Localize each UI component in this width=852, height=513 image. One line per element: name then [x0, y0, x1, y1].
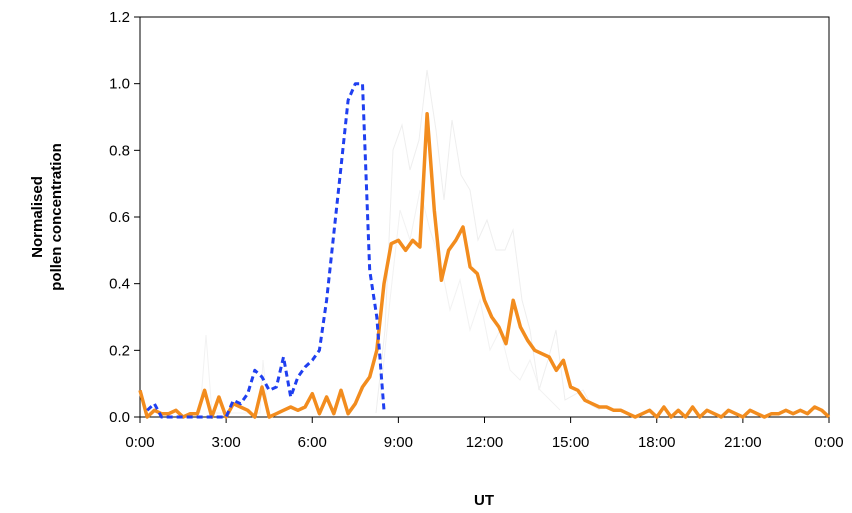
x-tick-label: 12:00 — [466, 434, 504, 451]
x-tick-label: 6:00 — [298, 434, 327, 451]
plot-area — [139, 16, 830, 418]
y-axis-label-line2: pollen concentration — [48, 143, 65, 291]
axes: 0.0 0.2 0.4 0.6 0.8 1.0 1.2 0:00 3:00 6:00 9:00 12:… — [109, 9, 843, 451]
x-tick-label: 0:00 — [814, 434, 843, 451]
y-tick-label: 1.0 — [109, 76, 130, 93]
x-tick-label: 9:00 — [384, 434, 413, 451]
x-tick-label: 15:00 — [552, 434, 590, 451]
x-tick-label: 21:00 — [724, 434, 762, 451]
x-tick-label: 0:00 — [125, 434, 154, 451]
x-axis-label: UT — [474, 492, 494, 509]
y-tick-label: 0.2 — [109, 342, 130, 359]
series-group — [138, 82, 831, 419]
y-tick-label: 0.6 — [109, 209, 130, 226]
series-line-2 — [146, 82, 386, 419]
x-tick-label: 18:00 — [638, 434, 676, 451]
series-line-1 — [138, 111, 831, 419]
faint-line — [199, 334, 269, 414]
y-tick-label: 0.0 — [109, 409, 130, 426]
faint-background-lines — [199, 69, 601, 414]
x-tick-label: 3:00 — [212, 434, 241, 451]
faint-line — [375, 69, 601, 414]
y-tick-label: 0.8 — [109, 142, 130, 159]
faint-line — [379, 189, 561, 411]
y-tick-label: 0.4 — [109, 276, 130, 293]
y-tick-label: 1.2 — [109, 9, 130, 26]
y-axis-label-line1: Normalised — [29, 176, 46, 258]
